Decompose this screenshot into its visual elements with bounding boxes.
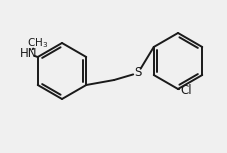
Text: S: S bbox=[134, 67, 141, 80]
Text: HN: HN bbox=[20, 47, 37, 60]
Text: CH$_3$: CH$_3$ bbox=[27, 36, 48, 50]
Text: Cl: Cl bbox=[179, 84, 191, 97]
